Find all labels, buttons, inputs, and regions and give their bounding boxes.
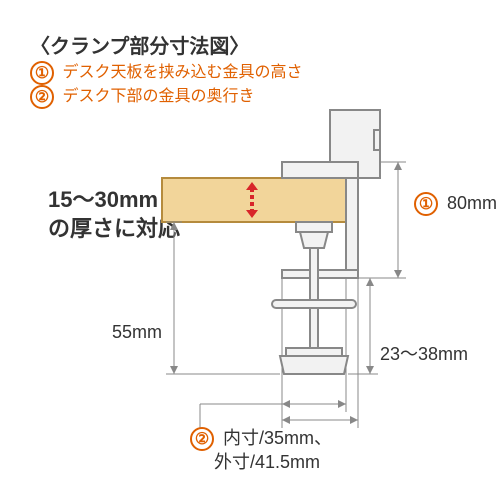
- bracket-height-badge: ①: [414, 192, 438, 216]
- inner-dim-value: 内寸/35mm、: [223, 428, 332, 448]
- bottom-dim-badge: ②: [190, 427, 214, 451]
- bottom-dim-line2: 外寸/41.5mm: [214, 448, 320, 474]
- bracket-height-value: 80mm: [447, 193, 497, 213]
- below-clamp-label: 55mm: [112, 322, 162, 343]
- bracket-height-label: ① 80mm: [414, 192, 497, 216]
- pad-clearance-label: 23～38mm: [380, 340, 468, 366]
